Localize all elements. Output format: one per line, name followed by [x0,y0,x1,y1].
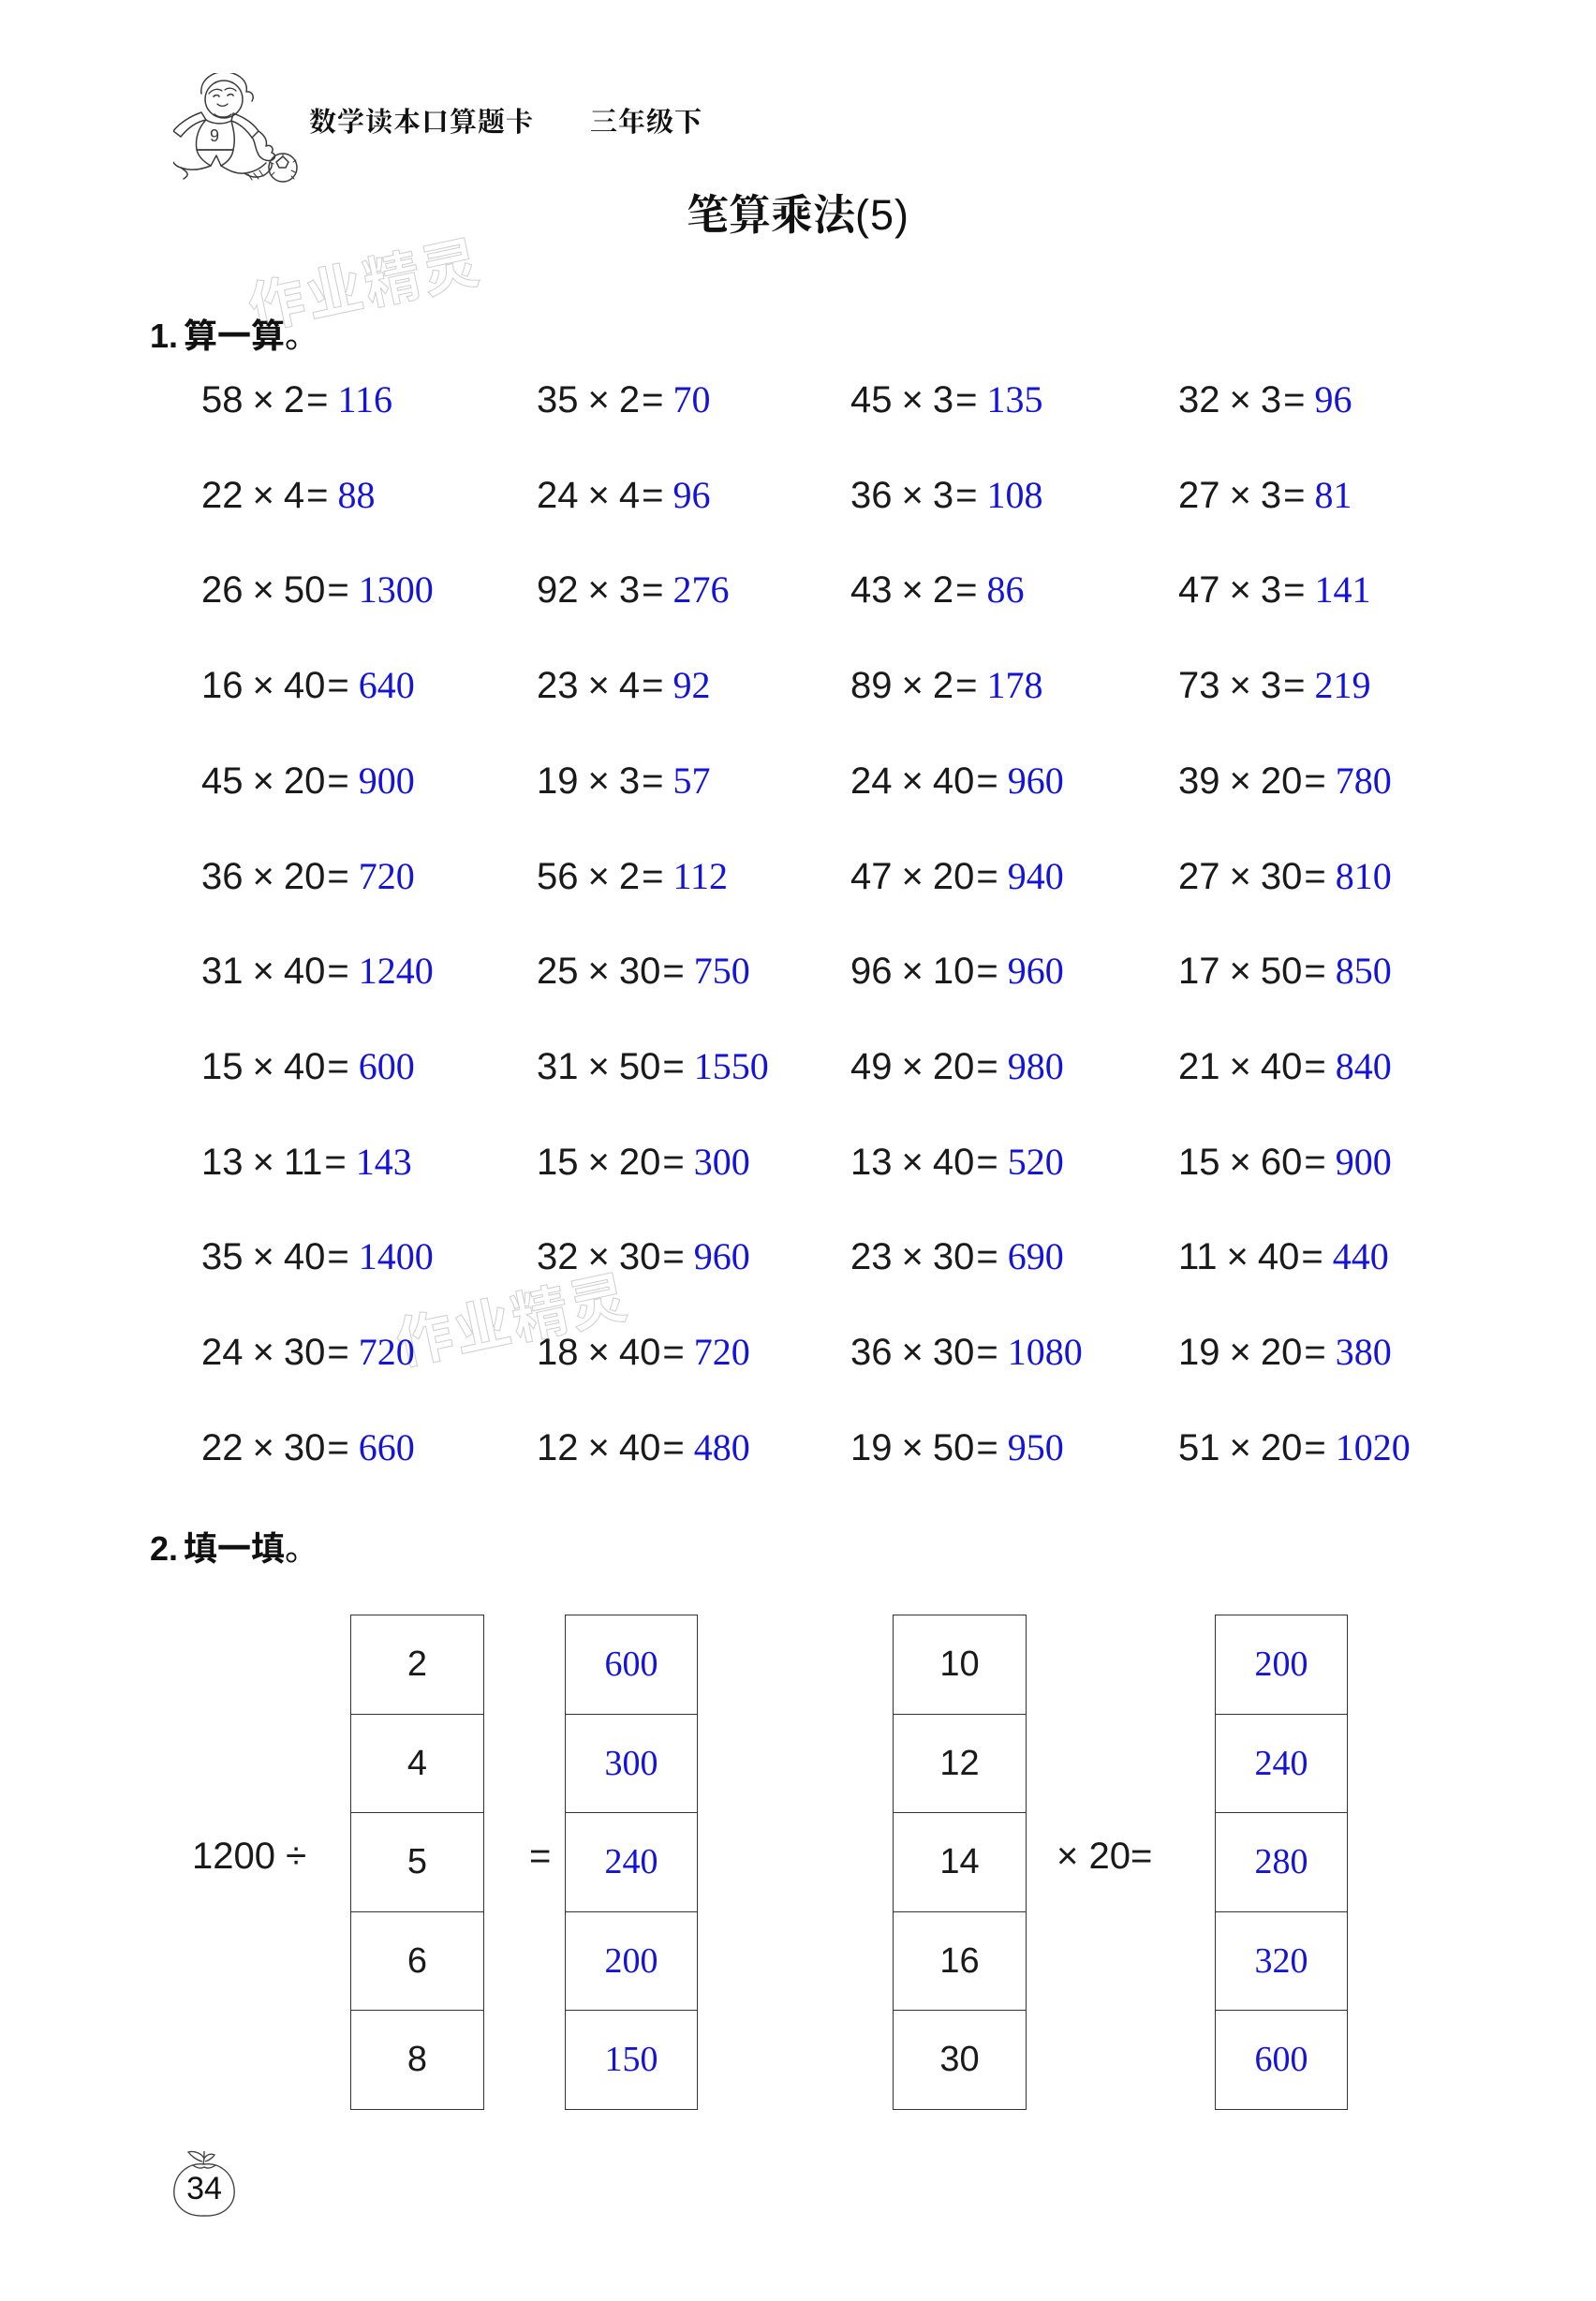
svg-text:34: 34 [186,2171,222,2206]
